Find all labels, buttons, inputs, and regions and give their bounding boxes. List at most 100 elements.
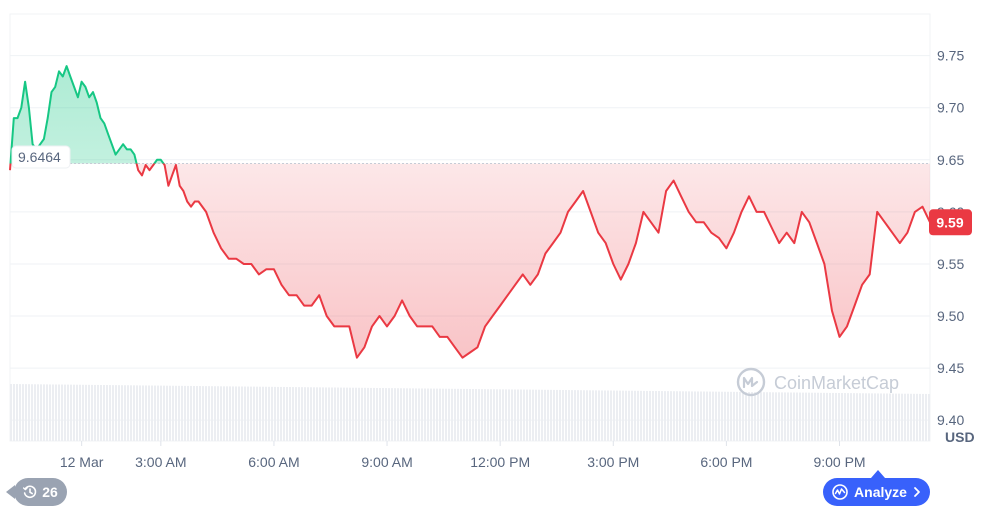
volume-bar [10,384,12,441]
open-price-label: 9.6464 [11,145,71,169]
volume-bar [619,390,621,441]
volume-bar [361,387,363,441]
volume-bar [673,391,675,441]
volume-bar [226,386,228,441]
volume-bar [400,388,402,441]
volume-bar [448,388,450,441]
volume-bar [211,386,213,441]
volume-bar [436,388,438,441]
history-badge[interactable]: 26 [6,478,67,506]
volume-bar [766,392,768,441]
volume-bar [52,384,54,441]
volume-bar [232,386,234,441]
volume-bar [202,386,204,441]
volume-bar [277,386,279,441]
volume-bar [421,388,423,441]
volume-bar [337,387,339,441]
volume-bar [304,387,306,441]
volume-bar [634,390,636,441]
volume-bar [490,389,492,441]
volume-bar [763,392,765,441]
analyze-button[interactable]: Analyze [823,470,930,506]
volume-bar [115,385,117,441]
volume-bar [523,389,525,441]
volume-bar [781,392,783,441]
volume-bar [784,392,786,441]
volume-bar [223,386,225,441]
volume-bar [595,390,597,441]
price-line-up [9,65,165,164]
volume-bar [169,385,171,441]
volume-bar [697,391,699,441]
volume-bar [13,384,15,441]
volume-bar [622,390,624,441]
volume-bar [889,393,891,441]
volume-bar [874,393,876,441]
volume-bar [319,387,321,441]
volume-bar [883,393,885,441]
volume-bar [22,384,24,441]
volume-bar [625,390,627,441]
volume-bar [58,384,60,441]
volume-bar [118,385,120,441]
volume-bar [43,384,45,441]
volume-bar [307,387,309,441]
volume-bar [916,393,918,441]
price-line-down [9,163,931,359]
x-axis: 12 Mar 3:00 AM 6:00 AM 9:00 AM 12:00 PM 3:00 … [60,441,866,470]
x-tick-label: 3:00 AM [135,454,186,470]
volume-bar [136,385,138,441]
volume-bar [844,393,846,441]
volume-bar [103,385,105,441]
volume-bar [430,388,432,441]
volume-bar [904,393,906,441]
volume-bar [898,393,900,441]
volume-bar [589,390,591,441]
volume-bar [247,386,249,441]
volume-bar [853,393,855,441]
volume-bar [313,387,315,441]
volume-bar [427,388,429,441]
volume-bar [637,390,639,441]
volume-bar [28,384,30,441]
volume-bar [544,389,546,441]
y-tick-label: 9.40 [937,412,964,428]
volume-bar [472,389,474,441]
x-tick-label: 9:00 PM [813,454,865,470]
volume-bar [688,391,690,441]
volume-bar [562,390,564,441]
area-above-open [10,66,164,164]
volume-bar [370,387,372,441]
volume-bar [130,385,132,441]
volume-bar [604,390,606,441]
x-tick-label: 6:00 PM [700,454,752,470]
volume-bar [817,392,819,441]
volume-bar [445,388,447,441]
volume-bar [709,391,711,441]
volume-bar [892,393,894,441]
volume-bar [151,385,153,441]
volume-bar [415,388,417,441]
volume-bar [487,389,489,441]
volume-bar [322,387,324,441]
volume-bar [88,384,90,441]
volume-bar [814,392,816,441]
volume-bars [10,384,930,441]
volume-bar [403,388,405,441]
price-line [9,65,931,359]
volume-bar [871,393,873,441]
volume-bar [847,393,849,441]
volume-bar [529,389,531,441]
volume-bar [751,392,753,441]
volume-bar [298,387,300,441]
volume-bar [580,390,582,441]
volume-bar [124,385,126,441]
volume-bar [829,392,831,441]
volume-bar [661,391,663,441]
volume-bar [583,390,585,441]
volume-bar [913,393,915,441]
volume-bar [133,385,135,441]
volume-bar [439,388,441,441]
volume-bar [601,390,603,441]
